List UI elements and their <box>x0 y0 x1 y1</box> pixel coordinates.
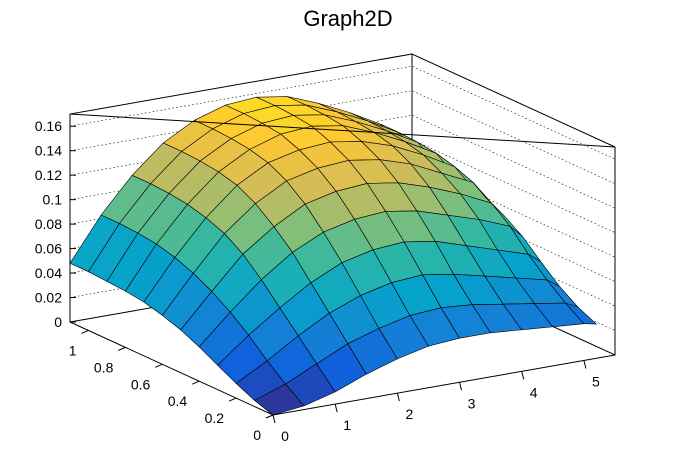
z-tick-label: 0.14 <box>35 143 62 159</box>
y-tick <box>191 380 200 385</box>
z-tick-label: 0.08 <box>35 216 62 232</box>
z-grid-line <box>69 114 616 209</box>
x-tick <box>459 382 463 391</box>
x-tick-label: 3 <box>468 395 476 411</box>
y-tick-label: 1 <box>69 343 77 359</box>
y-tick-label: 0.6 <box>131 376 151 392</box>
z-grid-line <box>69 139 616 233</box>
y-tick <box>265 414 274 419</box>
z-grid-line <box>69 163 616 258</box>
surface-cell <box>564 302 598 325</box>
y-tick-label: 0.2 <box>205 410 225 426</box>
z-tick-label: 0.1 <box>43 192 63 208</box>
y-tick <box>118 346 126 351</box>
z-tick-label: 0.16 <box>35 118 62 134</box>
z-tick-label: 0.06 <box>35 241 62 257</box>
x-tick <box>521 371 525 380</box>
x-tick-label: 4 <box>530 384 538 400</box>
x-tick-label: 5 <box>592 374 600 390</box>
z-grid-line <box>69 188 616 282</box>
x-tick <box>583 360 587 369</box>
x-tick-label: 1 <box>343 417 351 433</box>
x-tick-label: 2 <box>406 406 414 422</box>
y-axis: 0 0.2 0.4 0.6 0.8 1 <box>69 329 274 443</box>
z-tick-label: 0.04 <box>35 265 62 281</box>
z-grid-line <box>69 90 616 184</box>
z-tick-label: 0.12 <box>35 167 62 183</box>
x-tick-label: 0 <box>281 428 289 444</box>
z-tick-label: 0.02 <box>35 290 62 306</box>
y-tick-label: 0 <box>253 427 261 443</box>
top-diagonal <box>69 113 616 148</box>
z-grid-line <box>69 65 616 160</box>
surface-mesh <box>69 96 598 416</box>
z-axis: 0 0.02 0.04 0.06 0.08 0.1 0.12 0.14 0.16 <box>35 118 76 330</box>
y-tick <box>155 363 163 368</box>
x-tick <box>272 414 276 424</box>
x-tick <box>396 393 400 402</box>
x-axis: 0 1 2 3 4 5 <box>272 360 600 444</box>
y-tick-label: 0.8 <box>94 359 114 375</box>
y-tick <box>81 329 89 334</box>
y-tick-label: 0.4 <box>168 393 188 409</box>
chart-title: Graph2D <box>303 6 392 31</box>
y-tick <box>228 397 237 402</box>
x-tick <box>334 403 338 413</box>
z-tick-label: 0 <box>54 314 62 330</box>
